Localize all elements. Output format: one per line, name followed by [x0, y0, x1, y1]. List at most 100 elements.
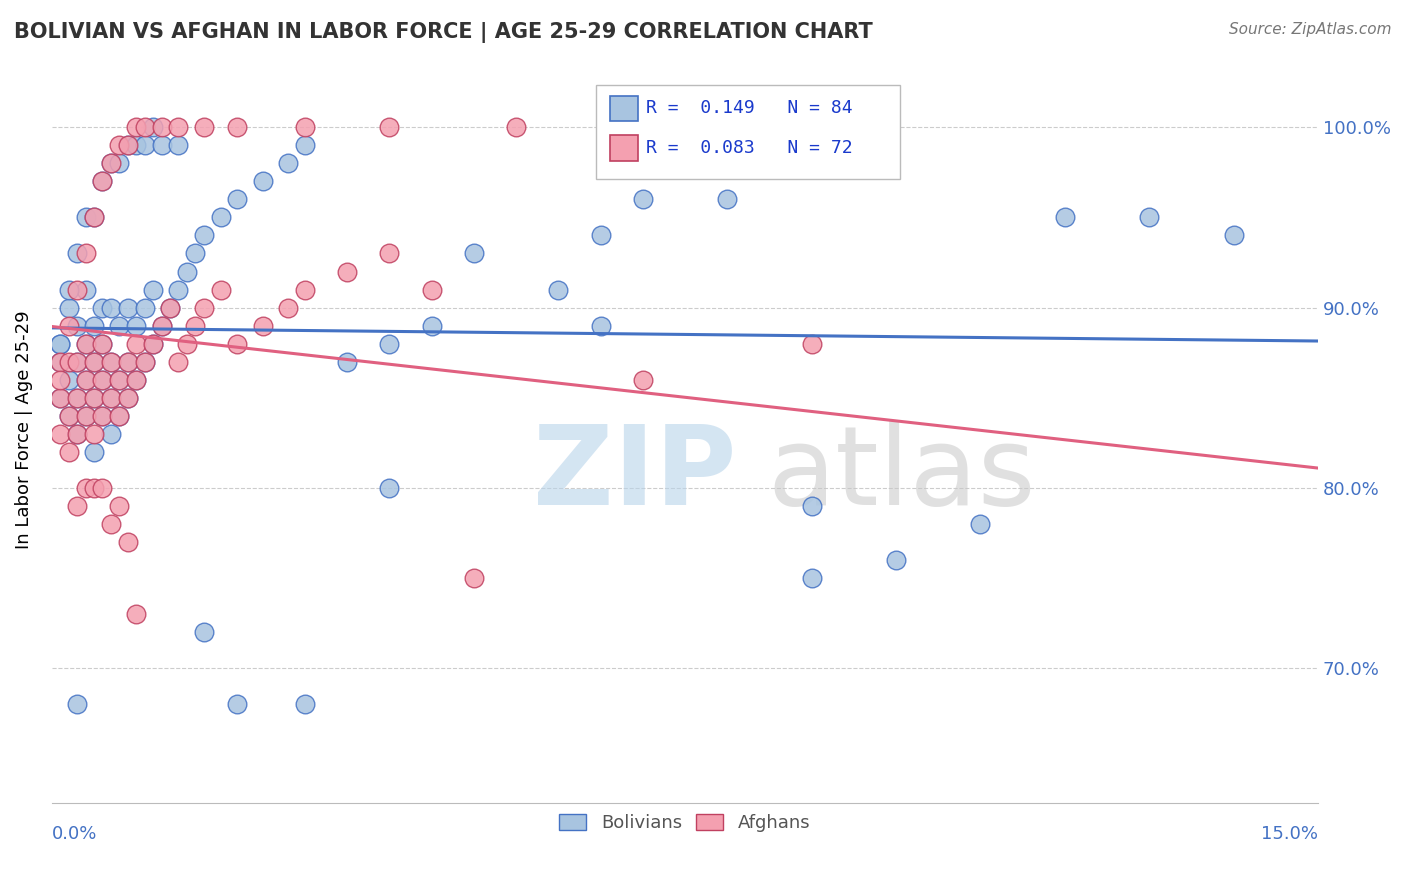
Point [142, 120, 165, 135]
Point [83, 391, 105, 405]
Point [294, 120, 316, 135]
Point [117, 138, 139, 153]
Point [83, 354, 105, 368]
Point [226, 120, 249, 135]
Point [49, 336, 72, 351]
Point [58, 409, 80, 423]
Point [193, 120, 215, 135]
Point [75, 373, 97, 387]
Point [117, 138, 139, 153]
Point [117, 391, 139, 405]
Point [58, 283, 80, 297]
Point [83, 211, 105, 225]
Point [117, 535, 139, 549]
Point [226, 698, 249, 712]
Point [108, 318, 131, 333]
Point [100, 516, 122, 531]
Point [184, 246, 207, 260]
Point [589, 318, 612, 333]
Point [294, 283, 316, 297]
Text: BOLIVIAN VS AFGHAN IN LABOR FORCE | AGE 25-29 CORRELATION CHART: BOLIVIAN VS AFGHAN IN LABOR FORCE | AGE … [14, 22, 873, 44]
Point [463, 246, 485, 260]
Point [176, 336, 198, 351]
Point [49, 354, 72, 368]
Point [91, 336, 114, 351]
Point [91, 174, 114, 188]
Point [75, 246, 97, 260]
Point [125, 120, 148, 135]
Point [66, 426, 89, 441]
Point [58, 301, 80, 315]
Point [108, 373, 131, 387]
Point [420, 318, 443, 333]
Point [49, 354, 72, 368]
Point [91, 373, 114, 387]
Point [75, 336, 97, 351]
FancyBboxPatch shape [596, 85, 900, 178]
Point [108, 138, 131, 153]
Point [716, 193, 738, 207]
Point [209, 211, 232, 225]
Point [294, 138, 316, 153]
Point [49, 391, 72, 405]
Point [75, 211, 97, 225]
Point [167, 138, 190, 153]
Point [969, 516, 991, 531]
Point [100, 426, 122, 441]
Text: 15.0%: 15.0% [1261, 825, 1319, 843]
Point [58, 409, 80, 423]
Point [252, 174, 274, 188]
Point [58, 373, 80, 387]
Point [800, 571, 823, 585]
Point [108, 409, 131, 423]
Point [884, 553, 907, 567]
Point [125, 373, 148, 387]
Point [631, 193, 654, 207]
Point [125, 336, 148, 351]
Point [142, 336, 165, 351]
FancyBboxPatch shape [610, 136, 638, 161]
Point [58, 354, 80, 368]
Point [631, 373, 654, 387]
Point [83, 354, 105, 368]
Point [125, 318, 148, 333]
Point [66, 283, 89, 297]
Point [58, 445, 80, 459]
Point [378, 336, 401, 351]
Point [66, 391, 89, 405]
Text: R =  0.083   N = 72: R = 0.083 N = 72 [645, 139, 852, 157]
Text: ZIP: ZIP [533, 421, 737, 528]
Point [75, 373, 97, 387]
Point [1222, 228, 1244, 243]
Point [176, 264, 198, 278]
Point [108, 373, 131, 387]
Point [100, 156, 122, 170]
Point [66, 426, 89, 441]
Point [66, 391, 89, 405]
Point [193, 625, 215, 640]
Point [66, 354, 89, 368]
Point [800, 499, 823, 513]
Point [142, 283, 165, 297]
Point [66, 246, 89, 260]
Point [91, 481, 114, 495]
Point [193, 301, 215, 315]
Point [83, 391, 105, 405]
Point [91, 409, 114, 423]
Point [49, 373, 72, 387]
Point [83, 318, 105, 333]
Point [125, 607, 148, 621]
Point [800, 336, 823, 351]
Point [100, 391, 122, 405]
Point [134, 354, 156, 368]
Point [66, 499, 89, 513]
Point [159, 301, 181, 315]
Point [277, 301, 299, 315]
Point [91, 174, 114, 188]
Point [134, 301, 156, 315]
Point [117, 354, 139, 368]
Point [83, 426, 105, 441]
Legend: Bolivians, Afghans: Bolivians, Afghans [553, 806, 818, 839]
Point [184, 318, 207, 333]
Point [167, 354, 190, 368]
